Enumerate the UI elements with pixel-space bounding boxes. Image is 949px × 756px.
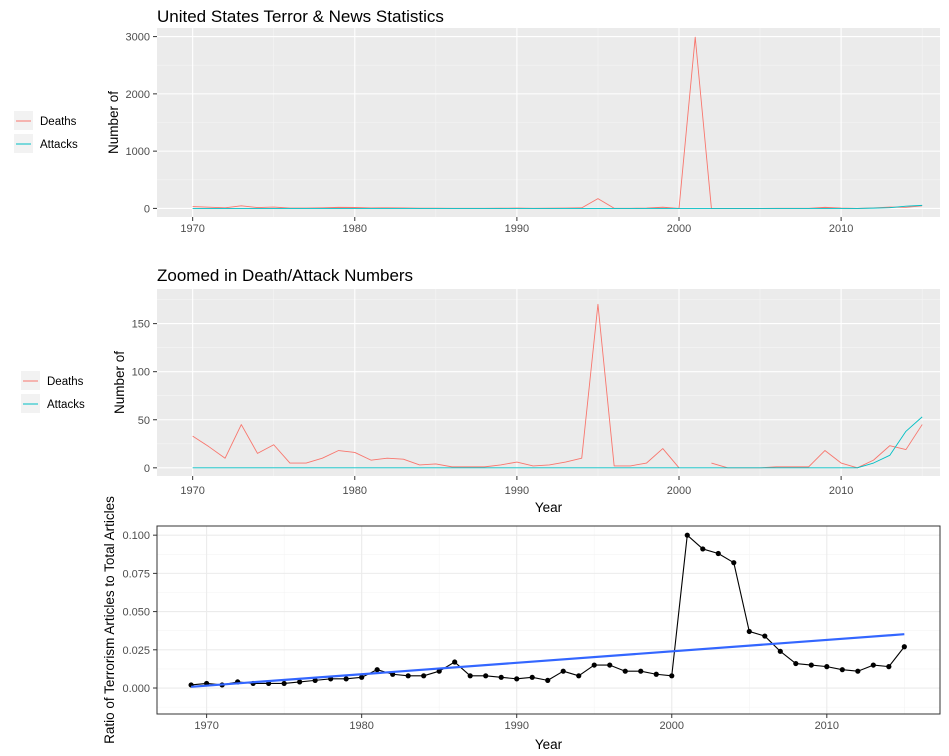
- data-point: [855, 668, 861, 674]
- y-tick-label: 1000: [126, 146, 150, 158]
- y-tick-label: 0: [144, 203, 150, 215]
- y-tick-label: 150: [132, 319, 150, 331]
- data-point: [374, 667, 380, 673]
- data-point: [436, 668, 442, 674]
- data-point: [483, 673, 489, 679]
- x-tick-label: 2010: [829, 485, 853, 497]
- data-point: [638, 668, 644, 674]
- data-point: [343, 676, 349, 682]
- chart-3: 1970 1980 1990 2000 2010 0.000 0.025 0.050 0.075…: [102, 496, 941, 752]
- y-tick-label: 50: [138, 415, 150, 427]
- x-tick-label: 2000: [660, 720, 684, 732]
- data-point: [700, 546, 706, 552]
- x-tick-label: 1990: [504, 720, 528, 732]
- y-tick-label: 3000: [126, 32, 150, 44]
- data-point: [591, 662, 597, 668]
- y-tick-label: 0: [144, 463, 150, 475]
- x-tick-label: 2010: [815, 720, 839, 732]
- x-tick-label: 2000: [667, 223, 691, 235]
- chart-1: 1970 1980 1990 2000 2010 0 1000 2000 3000 United …: [14, 7, 940, 235]
- legend: Deaths Attacks: [21, 371, 85, 413]
- data-point: [529, 674, 535, 680]
- x-axis-label: Year: [535, 737, 563, 752]
- data-point: [886, 664, 892, 670]
- x-tick-label: 1980: [349, 720, 373, 732]
- y-tick-label: 0.000: [122, 683, 150, 695]
- data-point: [421, 673, 427, 679]
- legend-label-deaths: Deaths: [47, 376, 84, 388]
- x-tick-label: 1980: [343, 485, 367, 497]
- data-point: [901, 644, 907, 650]
- series-attacks: [192, 204, 923, 209]
- x-tick-label: 1970: [194, 720, 218, 732]
- data-point: [824, 664, 830, 670]
- data-point: [653, 671, 659, 677]
- data-point: [467, 673, 473, 679]
- x-tick-label: 2010: [829, 223, 853, 235]
- data-point: [731, 560, 737, 566]
- data-point: [514, 676, 520, 682]
- data-point: [746, 628, 752, 635]
- legend-label-attacks: Attacks: [47, 399, 85, 411]
- data-point: [607, 662, 613, 668]
- plot-panel: [157, 289, 940, 476]
- data-point: [297, 679, 303, 685]
- series-line: [192, 416, 923, 469]
- data-point: [545, 677, 551, 683]
- y-axis-label: Number of: [112, 351, 127, 414]
- data-point: [281, 680, 287, 687]
- y-axis-label: Ratio of Terrorism Articles to Total Art…: [102, 496, 117, 744]
- data-point: [777, 648, 783, 654]
- legend-label-attacks: Attacks: [40, 139, 78, 151]
- x-tick-label: 1970: [180, 485, 204, 497]
- y-tick-label: 0.075: [122, 568, 150, 580]
- y-tick-label: 0.025: [122, 645, 150, 657]
- legend: Deaths Attacks: [14, 111, 78, 153]
- trend-line: [191, 633, 905, 688]
- chart-2: 1970 1980 1990 2000 2010 0 50 100 150 Zoomed in D…: [21, 266, 940, 515]
- data-point: [452, 659, 458, 665]
- x-tick-label: 1990: [505, 223, 529, 235]
- data-point: [793, 660, 799, 667]
- x-tick-label: 1990: [505, 485, 529, 497]
- y-tick-label: 0.100: [122, 530, 150, 542]
- data-point: [669, 673, 675, 679]
- series-ratio: [188, 532, 907, 688]
- data-point: [762, 633, 768, 639]
- chart-title: Zoomed in Death/Attack Numbers: [157, 266, 413, 285]
- data-point: [359, 674, 365, 680]
- data-point: [715, 550, 721, 557]
- x-axis-label: Year: [535, 500, 563, 515]
- data-point: [622, 668, 628, 674]
- data-point: [808, 662, 814, 668]
- data-point: [870, 662, 876, 668]
- x-tick-label: 1970: [180, 223, 204, 235]
- x-tick-label: 1980: [343, 223, 367, 235]
- data-point: [405, 673, 411, 679]
- x-tick-label: 2000: [667, 485, 691, 497]
- data-point: [684, 532, 690, 538]
- y-axis-label: Number of: [106, 91, 121, 154]
- data-point: [560, 668, 566, 674]
- data-point: [498, 674, 504, 680]
- y-tick-label: 0.050: [122, 607, 150, 619]
- panel-border: [156, 525, 941, 715]
- chart-title: United States Terror & News Statistics: [157, 7, 444, 26]
- y-tick-label: 2000: [126, 89, 150, 101]
- data-point: [312, 677, 318, 683]
- y-tick-label: 100: [132, 367, 150, 379]
- series-line: [192, 204, 923, 209]
- series-attacks: [192, 416, 923, 469]
- legend-label-deaths: Deaths: [40, 116, 77, 128]
- data-point: [576, 673, 582, 679]
- data-point: [839, 667, 845, 673]
